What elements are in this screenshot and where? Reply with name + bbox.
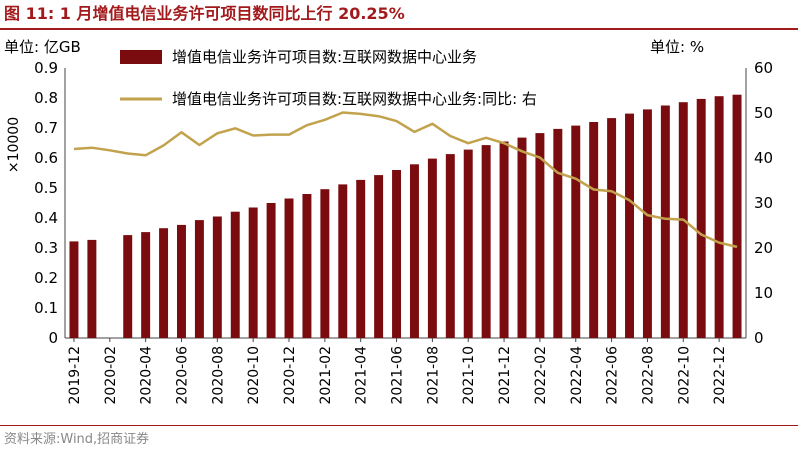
x-tick-label: 2020-06 (175, 346, 191, 405)
figure-title: 图 11: 1 月增值电信业务许可项目数同比上行 20.25% (4, 4, 405, 23)
bar-mark (625, 113, 634, 338)
x-tick-label: 2022-02 (533, 346, 549, 405)
bar-mark (607, 118, 617, 338)
left-tick-label: 0.7 (34, 119, 58, 137)
right-tick-label: 30 (754, 194, 773, 212)
bar-mark (266, 203, 276, 338)
bar-series (69, 94, 742, 339)
bar-mark (212, 216, 222, 338)
title-divider (0, 28, 798, 30)
bar-mark (69, 241, 79, 338)
left-unit-label: 单位: 亿GB (4, 38, 81, 56)
right-tick-label: 0 (754, 329, 764, 347)
right-unit-label: 单位: % (650, 38, 704, 56)
legend-bar-swatch (120, 50, 162, 64)
left-tick-label: 0.9 (34, 59, 58, 77)
x-tick-label: 2022-06 (605, 346, 621, 405)
right-tick-label: 20 (754, 239, 773, 257)
left-tick-label: 0.4 (34, 209, 58, 227)
bar-mark (374, 175, 384, 338)
bar-mark (714, 96, 724, 338)
bar-mark (696, 98, 706, 339)
bar-mark (141, 232, 151, 338)
bar-mark (392, 170, 402, 338)
x-tick-label: 2021-08 (425, 346, 441, 405)
x-tick-label: 2020-08 (210, 346, 226, 405)
bar-mark (194, 220, 204, 338)
right-tick-label: 60 (754, 59, 773, 77)
x-tick-label: 2021-10 (461, 346, 477, 405)
left-tick-label: 0.3 (34, 239, 58, 257)
left-tick-label: 0.8 (34, 89, 58, 107)
x-tick-label: 2021-12 (497, 346, 513, 405)
legend: 增值电信业务许可项目数:互联网数据中心业务 增值电信业务许可项目数:互联网数据中… (120, 48, 537, 108)
left-tick-label: 0.2 (34, 269, 58, 287)
x-tick-label: 2020-02 (103, 346, 119, 405)
bar-mark (320, 189, 330, 338)
right-tick-label: 40 (754, 149, 773, 167)
legend-line-label: 增值电信业务许可项目数:互联网数据中心业务:同比: 右 (172, 90, 537, 108)
right-tick-label: 10 (754, 284, 773, 302)
x-tick-label: 2020-04 (139, 346, 155, 405)
bar-mark (87, 239, 97, 338)
bar-mark (481, 145, 491, 338)
x-axis-ticks: 2019-12 2020-02 2020-04 2020-06 2020-08 2020-… (67, 338, 728, 405)
left-axis-ticks: 0 0.1 0.2 0.3 0.4 0.5 0.6 0.7 0.8 0.9 (34, 59, 58, 347)
x-tick-label: 2022-08 (640, 346, 656, 405)
bar-mark (535, 133, 545, 338)
x-tick-label: 2022-12 (712, 346, 728, 405)
bar-mark (463, 149, 473, 338)
bar-mark (499, 141, 509, 338)
left-tick-label: 0 (48, 329, 58, 347)
yoy-line (73, 111, 738, 249)
bar-mark (732, 94, 742, 338)
x-tick-label: 2019-12 (67, 346, 83, 405)
bar-mark (338, 184, 348, 338)
legend-bar-label: 增值电信业务许可项目数:互联网数据中心业务 (172, 48, 477, 66)
x-tick-label: 2021-02 (318, 346, 334, 405)
bar-mark (409, 164, 419, 338)
bar-mark (356, 179, 366, 338)
bar-mark (177, 224, 186, 338)
x-tick-label: 2021-06 (390, 346, 406, 405)
bar-mark (248, 207, 258, 338)
bar-mark (427, 158, 437, 338)
right-tick-label: 50 (754, 104, 773, 122)
bar-mark (553, 128, 563, 338)
bar-mark (660, 105, 670, 338)
right-axis-ticks: 0 10 20 30 40 50 60 (754, 59, 773, 347)
left-tick-label: 0.5 (34, 179, 58, 197)
bar-mark (123, 235, 133, 338)
bar-mark (445, 154, 455, 338)
bar-mark (230, 211, 240, 338)
bar-mark (589, 122, 599, 338)
x-tick-label: 2021-04 (354, 346, 370, 405)
left-axis-multiplier: ×10000 (6, 117, 22, 173)
left-tick-label: 0.6 (34, 149, 58, 167)
bar-mark (642, 109, 652, 339)
bar-mark (302, 194, 312, 338)
bar-mark (159, 228, 169, 338)
bar-mark (284, 198, 294, 338)
x-tick-label: 2020-10 (246, 346, 262, 405)
left-tick-label: 0.1 (34, 299, 58, 317)
bar-mark (571, 125, 581, 338)
line-series (73, 111, 738, 249)
x-tick-label: 2020-12 (282, 346, 298, 405)
x-tick-label: 2022-04 (569, 346, 585, 405)
source-note: 资料来源:Wind,招商证券 (4, 432, 150, 447)
footer-divider (0, 425, 798, 426)
bar-mark (517, 137, 527, 338)
x-tick-label: 2022-10 (676, 346, 692, 405)
